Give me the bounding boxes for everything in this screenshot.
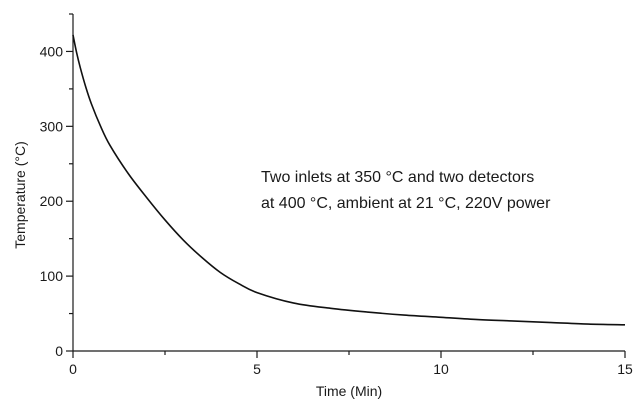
y-tick-label: 300 <box>40 118 64 134</box>
y-tick-label: 400 <box>40 43 64 59</box>
x-tick-label: 0 <box>69 361 77 377</box>
x-axis-title: Time (Min) <box>316 383 382 399</box>
temperature-curve <box>72 34 626 326</box>
y-ticks: 0 100 200 300 400 <box>40 13 73 359</box>
y-tick-label: 100 <box>40 268 64 284</box>
y-tick-label: 200 <box>40 193 64 209</box>
annotation-line-2: at 400 °C, ambient at 21 °C, 220V power <box>261 195 551 212</box>
x-tick-label: 15 <box>617 361 633 377</box>
x-tick-label: 10 <box>433 361 449 377</box>
annotation-line-1: Two inlets at 350 °C and two detectors <box>261 169 534 186</box>
y-axis-title: Temperature (°C) <box>12 141 28 249</box>
x-ticks: 0 5 10 15 <box>69 351 633 377</box>
series-layer <box>72 34 626 326</box>
y-tick-label: 0 <box>55 343 63 359</box>
x-tick-label: 5 <box>253 361 261 377</box>
